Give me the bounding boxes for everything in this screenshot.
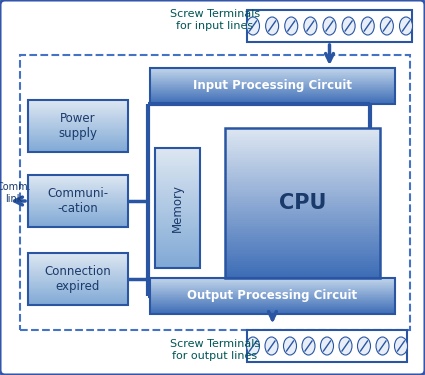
Bar [225,222,380,224]
Bar [225,156,380,158]
Bar [28,266,128,267]
Bar [247,10,412,42]
Bar [28,176,128,177]
Bar [28,119,128,120]
Bar [28,276,128,277]
Bar [150,297,395,298]
Bar [225,261,380,263]
Bar [225,272,380,274]
Bar [225,224,380,225]
Bar [28,202,128,203]
Bar [225,212,380,214]
Bar [155,176,200,178]
Bar [28,100,128,101]
Bar [225,267,380,268]
Bar [155,174,200,176]
Bar [155,228,200,230]
Bar [150,89,395,90]
Bar [28,262,128,263]
Bar [225,165,380,167]
Bar [155,156,200,158]
Text: Connection
expired: Connection expired [45,265,111,293]
Bar [155,246,200,248]
Bar [150,98,395,99]
Bar [28,274,128,276]
Bar [28,111,128,112]
Bar [150,86,395,87]
Bar [20,55,410,330]
Bar [225,152,380,154]
Ellipse shape [394,337,408,355]
Bar [225,154,380,156]
Bar [150,288,395,289]
Bar [28,253,128,305]
Bar [28,300,128,301]
Bar [225,135,380,137]
Bar [155,216,200,218]
Bar [155,168,200,170]
Bar [155,248,200,250]
Bar [150,97,395,98]
Bar [28,224,128,225]
Bar [28,117,128,118]
Bar [28,112,128,113]
Bar [225,158,380,160]
Ellipse shape [266,17,279,35]
Bar [28,279,128,280]
Bar [225,214,380,216]
Bar [225,218,380,220]
Bar [28,121,128,122]
Bar [225,248,380,250]
Bar [150,90,395,91]
Bar [155,260,200,262]
Bar [28,186,128,187]
Bar [150,294,395,295]
Bar [28,256,128,257]
Bar [225,250,380,252]
Bar [28,263,128,264]
Bar [150,299,395,300]
Bar [150,285,395,286]
Bar [28,293,128,294]
Bar [155,206,200,208]
Bar [150,305,395,306]
Bar [28,139,128,140]
Bar [155,230,200,232]
Bar [247,330,407,362]
Bar [28,182,128,183]
Bar [225,128,380,278]
Bar [225,246,380,248]
Bar [225,188,380,190]
Bar [28,101,128,102]
Bar [150,102,395,103]
Bar [155,172,200,174]
Bar [28,184,128,185]
Bar [155,192,200,194]
Bar [28,127,128,128]
Bar [155,184,200,186]
Bar [28,110,128,111]
Bar [155,166,200,168]
Bar [28,192,128,193]
Bar [225,167,380,169]
Bar [28,204,128,206]
Bar [28,210,128,212]
Bar [28,292,128,293]
Bar [155,266,200,268]
Bar [155,238,200,240]
Bar [28,124,128,125]
Bar [150,309,395,310]
Bar [225,240,380,242]
Bar [155,262,200,264]
Bar [155,210,200,212]
Text: Memory: Memory [171,184,184,232]
Bar [155,152,200,154]
Bar [28,189,128,190]
Bar [225,270,380,272]
Text: Communi-
-cation: Communi- -cation [48,187,108,215]
Bar [28,217,128,218]
Bar [28,142,128,143]
Bar [225,186,380,188]
Bar [155,200,200,202]
